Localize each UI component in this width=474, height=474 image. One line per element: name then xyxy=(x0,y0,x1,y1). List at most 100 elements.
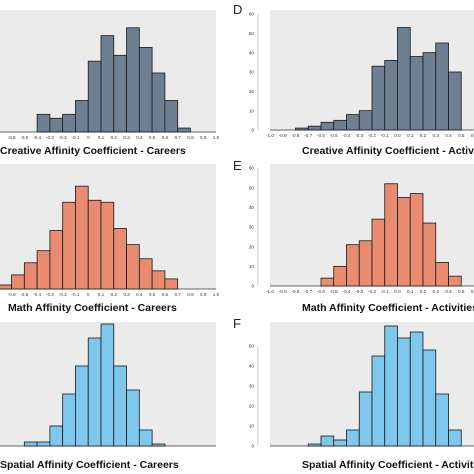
x-tick-label: -0.7 xyxy=(304,289,312,294)
x-tick-label: -1.0 xyxy=(266,133,274,138)
histogram-bar xyxy=(151,443,166,447)
x-tick-label: -0.7 xyxy=(304,133,312,138)
histogram-bar xyxy=(126,244,140,290)
x-tick-label: -0.2 xyxy=(368,133,376,138)
x-tick-label: -0.3 xyxy=(46,135,54,140)
x-tick-label: 0.3 xyxy=(433,289,440,294)
x-tick-label: 0.1 xyxy=(407,289,414,294)
x-tick-label: 0.3 xyxy=(433,133,440,138)
x-tick-label: 0.4 xyxy=(136,135,143,140)
histogram-bar xyxy=(346,114,360,131)
x-tick-label: -0.8 xyxy=(292,289,300,294)
histogram-panel: 0 10 20 30 40 50 Spatial Affinity Coefficient … xyxy=(233,316,474,471)
histogram-bar xyxy=(36,250,51,290)
y-tick-label: 0 xyxy=(251,444,254,449)
x-tick-label: 0.9 xyxy=(200,135,207,140)
x-tick-label: 0.3 xyxy=(123,292,130,297)
x-tick-label: 0.1 xyxy=(407,133,414,138)
x-tick-label: 0.7 xyxy=(174,135,181,140)
histogram-bar xyxy=(49,425,64,447)
histogram-bar xyxy=(177,127,191,133)
histogram-bar xyxy=(23,262,38,290)
x-axis-title: Math Affinity Coefficient - Activities xyxy=(302,302,474,314)
y-tick-label: 0 xyxy=(251,284,254,289)
x-tick-label: -0.2 xyxy=(368,289,376,294)
x-tick-label: 0.2 xyxy=(111,135,118,140)
x-tick-label: 0.4 xyxy=(445,289,452,294)
histogram-bar xyxy=(384,60,398,131)
y-tick-label: 50 xyxy=(249,344,255,349)
x-tick-label: -0.5 xyxy=(20,135,28,140)
x-tick-label: -0.5 xyxy=(330,133,338,138)
histogram-panel: -1.0 -0.9 -0.8 -0.7 -0.6 -0.5 -0.4 -0.3 -0.2 -0.1… xyxy=(233,158,474,314)
x-tick-label: 0.1 xyxy=(98,292,105,297)
x-tick-label: 0.6 xyxy=(162,135,169,140)
histogram-panel: -0.6 -0.5 -0.4 -0.3 -0.2 -0.1 0 0.1 0.2 0.3 0.4 0.5… xyxy=(0,164,220,314)
x-axis-title: Spatial Affinity Coefficient - Careers xyxy=(0,459,179,471)
histogram-panel: -0.6 -0.5 -0.4 -0.3 -0.2 -0.1 0 0.1 0.2 0.3 0.4 0.5… xyxy=(0,10,220,157)
y-tick-label: 10 xyxy=(249,264,255,269)
x-tick-label: 1.0 xyxy=(213,135,220,140)
histogram-bar xyxy=(422,349,437,447)
x-tick-label: -0.3 xyxy=(46,292,54,297)
x-tick-label: 0.2 xyxy=(420,289,427,294)
histogram-bar xyxy=(23,441,38,447)
histogram-bar xyxy=(164,100,179,133)
x-axis-title: Math Affinity Coefficient - Careers xyxy=(8,302,177,314)
x-tick-label: -0.6 xyxy=(317,133,325,138)
x-tick-label: -0.1 xyxy=(381,133,389,138)
y-tick-label: 20 xyxy=(249,404,255,409)
histogram-bar xyxy=(358,110,373,131)
x-tick-label: -0.4 xyxy=(33,292,41,297)
histogram-bar xyxy=(358,391,373,447)
histogram-bar xyxy=(0,284,12,290)
x-tick-label: -0.8 xyxy=(292,133,300,138)
x-tick-label: 0.1 xyxy=(98,135,105,140)
histogram-bar xyxy=(87,199,102,290)
x-tick-label: -0.1 xyxy=(71,135,79,140)
histogram-bar xyxy=(49,230,64,290)
histogram-bar xyxy=(397,337,411,447)
x-tick-label: 0.4 xyxy=(136,292,143,297)
x-tick-label: 0.8 xyxy=(187,135,194,140)
x-axis-title: Creative Affinity Coefficient - Activiti… xyxy=(302,145,474,157)
histogram-bar xyxy=(126,389,140,447)
y-tick-label: 30 xyxy=(249,384,255,389)
x-tick-label: -0.1 xyxy=(381,289,389,294)
x-tick-label: -0.6 xyxy=(8,292,16,297)
x-tick-label: -0.3 xyxy=(355,133,363,138)
histogram-bar xyxy=(422,52,437,131)
x-tick-label: -0.9 xyxy=(279,289,287,294)
histogram-bar xyxy=(346,244,360,287)
x-tick-label: 0 xyxy=(87,292,90,297)
histogram-bar xyxy=(435,42,449,131)
histogram-bar xyxy=(36,113,51,133)
histogram-bar xyxy=(62,393,76,447)
histogram-bar xyxy=(75,100,89,133)
histogram-bar xyxy=(320,435,335,447)
x-tick-label: -0.6 xyxy=(8,135,16,140)
x-axis-title: Spatial Affinity Coefficient - Activitie… xyxy=(302,459,474,471)
x-tick-label: 0.4 xyxy=(445,133,452,138)
histogram-bar xyxy=(371,218,386,287)
histogram-bar xyxy=(62,113,76,133)
histogram-bar xyxy=(49,117,64,133)
histogram-bar xyxy=(138,429,153,447)
histogram-bar xyxy=(384,183,398,287)
x-tick-label: 0.0 xyxy=(394,289,401,294)
x-tick-label: -0.5 xyxy=(330,289,338,294)
x-tick-label: 0.6 xyxy=(471,133,474,138)
x-tick-label: -0.2 xyxy=(59,292,67,297)
histogram-bar xyxy=(151,270,166,290)
y-tick-label: 10 xyxy=(249,108,255,113)
histogram-bar xyxy=(75,185,89,290)
x-tick-label: 0.2 xyxy=(111,292,118,297)
histogram-bar xyxy=(333,265,347,287)
x-tick-label: 0.5 xyxy=(458,133,465,138)
histogram-bar xyxy=(307,443,322,447)
histogram-bar xyxy=(87,337,102,447)
y-tick-label: 60 xyxy=(249,12,255,17)
panel-letter: D xyxy=(233,2,242,17)
histogram-bar xyxy=(100,323,115,447)
